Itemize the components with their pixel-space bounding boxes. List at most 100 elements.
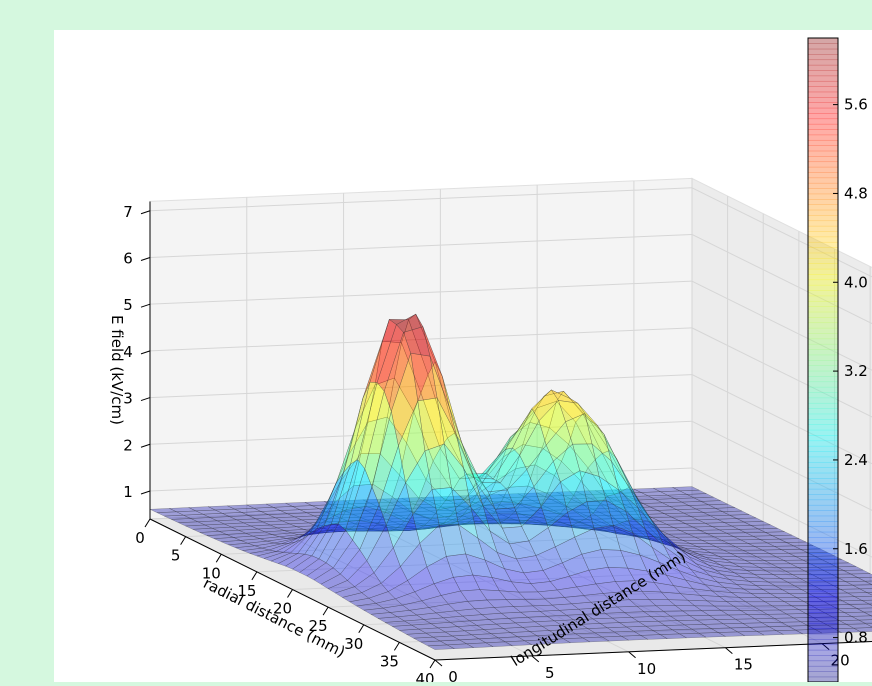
- colorbar-segment: [808, 156, 838, 163]
- surface-cell: [766, 613, 795, 619]
- surface-cell: [829, 604, 858, 610]
- surface-cell: [388, 526, 415, 530]
- surface-cell: [852, 584, 872, 590]
- surface-cell: [512, 500, 540, 505]
- y-tick: [531, 655, 540, 663]
- surface-cell: [577, 607, 606, 615]
- surface-cell: [495, 444, 524, 482]
- surface-cell: [424, 443, 452, 490]
- surface-cell: [288, 524, 316, 544]
- surface-cell: [502, 421, 531, 458]
- surface-cell: [567, 515, 595, 520]
- surface-cell: [247, 540, 275, 547]
- surface-cell: [650, 615, 679, 622]
- surface-cell: [737, 556, 765, 561]
- surface-cell: [601, 521, 628, 526]
- surface-cell: [496, 552, 525, 574]
- surface-cell: [521, 513, 549, 518]
- surface-cell: [704, 584, 733, 593]
- surface-cell: [435, 502, 462, 508]
- surface-cell: [732, 605, 761, 611]
- surface-cell: [714, 536, 741, 541]
- surface-cell: [655, 605, 684, 612]
- surface-cell: [833, 627, 862, 633]
- surface-cell: [427, 499, 455, 505]
- surface-cell: [533, 460, 561, 508]
- surface-cell: [814, 555, 842, 561]
- surface-cell: [574, 518, 602, 523]
- surface-cell: [575, 413, 603, 461]
- surface-cell: [345, 468, 373, 541]
- surface-cell: [382, 497, 409, 503]
- surface-cell: [662, 533, 689, 557]
- surface-cell: [391, 353, 419, 447]
- surface-cell: [270, 552, 299, 564]
- surface-cell: [381, 319, 409, 344]
- surface-cell: [522, 421, 550, 449]
- surface-cell: [400, 542, 428, 581]
- surface-cell: [334, 586, 363, 598]
- surface-cell: [190, 517, 218, 523]
- surface-cell: [331, 520, 360, 530]
- surface-cell: [488, 468, 517, 496]
- surface-cell: [480, 504, 508, 510]
- surface-cell: [764, 560, 791, 565]
- surface-cell: [558, 400, 586, 423]
- surface-cell: [408, 500, 436, 505]
- surface-cell: [536, 519, 563, 524]
- surface-cell: [443, 506, 470, 524]
- surface-cell: [470, 633, 500, 640]
- surface-cell: [657, 509, 684, 514]
- grid-x-floor: [149, 495, 693, 520]
- surface-cell: [454, 502, 482, 507]
- surface-cell: [666, 523, 694, 528]
- surface-cell: [773, 617, 802, 623]
- surface-cell: [669, 615, 698, 621]
- surface-cell: [606, 514, 634, 519]
- surface-cell: [562, 522, 590, 526]
- surface-cell: [643, 610, 672, 617]
- surface-cell: [482, 505, 511, 545]
- surface-cell: [372, 512, 399, 517]
- surface-cell: [555, 633, 584, 640]
- surface-cell: [685, 522, 713, 528]
- surface-cell: [639, 554, 667, 576]
- surface-cell: [556, 390, 584, 423]
- surface-cell: [662, 610, 691, 617]
- surface-cell: [450, 494, 478, 517]
- surface-cell: [497, 636, 526, 643]
- surface-cell: [306, 511, 334, 517]
- colorbar-segment: [808, 59, 838, 66]
- surface-cell: [655, 498, 682, 504]
- surface-cell: [544, 495, 571, 500]
- surface-cell: [674, 605, 703, 612]
- z-tick-label: 4: [123, 343, 133, 361]
- surface-cell: [831, 616, 860, 621]
- surface-cell: [332, 539, 361, 575]
- surface-cell: [591, 508, 619, 513]
- surface-cell: [360, 416, 388, 454]
- surface-cell: [528, 527, 556, 556]
- colorbar-segment: [808, 612, 838, 619]
- surface-cell: [672, 585, 701, 596]
- surface-cell: [500, 504, 528, 509]
- surface-cell: [437, 626, 466, 633]
- surface-cell: [690, 515, 718, 521]
- surface-cell: [490, 517, 517, 522]
- surface-cell: [546, 475, 575, 507]
- surface-cell: [256, 551, 284, 559]
- surface-cell: [539, 502, 566, 508]
- surface-cell: [351, 520, 379, 530]
- y-axis-line: [434, 640, 872, 661]
- colorbar-segment: [808, 617, 838, 624]
- surface-cell: [630, 616, 659, 623]
- surface-cell: [289, 528, 318, 554]
- surface-cell: [766, 570, 793, 575]
- surface-cell: [642, 508, 670, 542]
- surface-cell: [753, 618, 783, 624]
- surface-cell: [611, 507, 639, 512]
- surface-cell: [814, 628, 843, 634]
- colorbar-segment: [808, 290, 838, 297]
- surface-cell: [311, 504, 339, 510]
